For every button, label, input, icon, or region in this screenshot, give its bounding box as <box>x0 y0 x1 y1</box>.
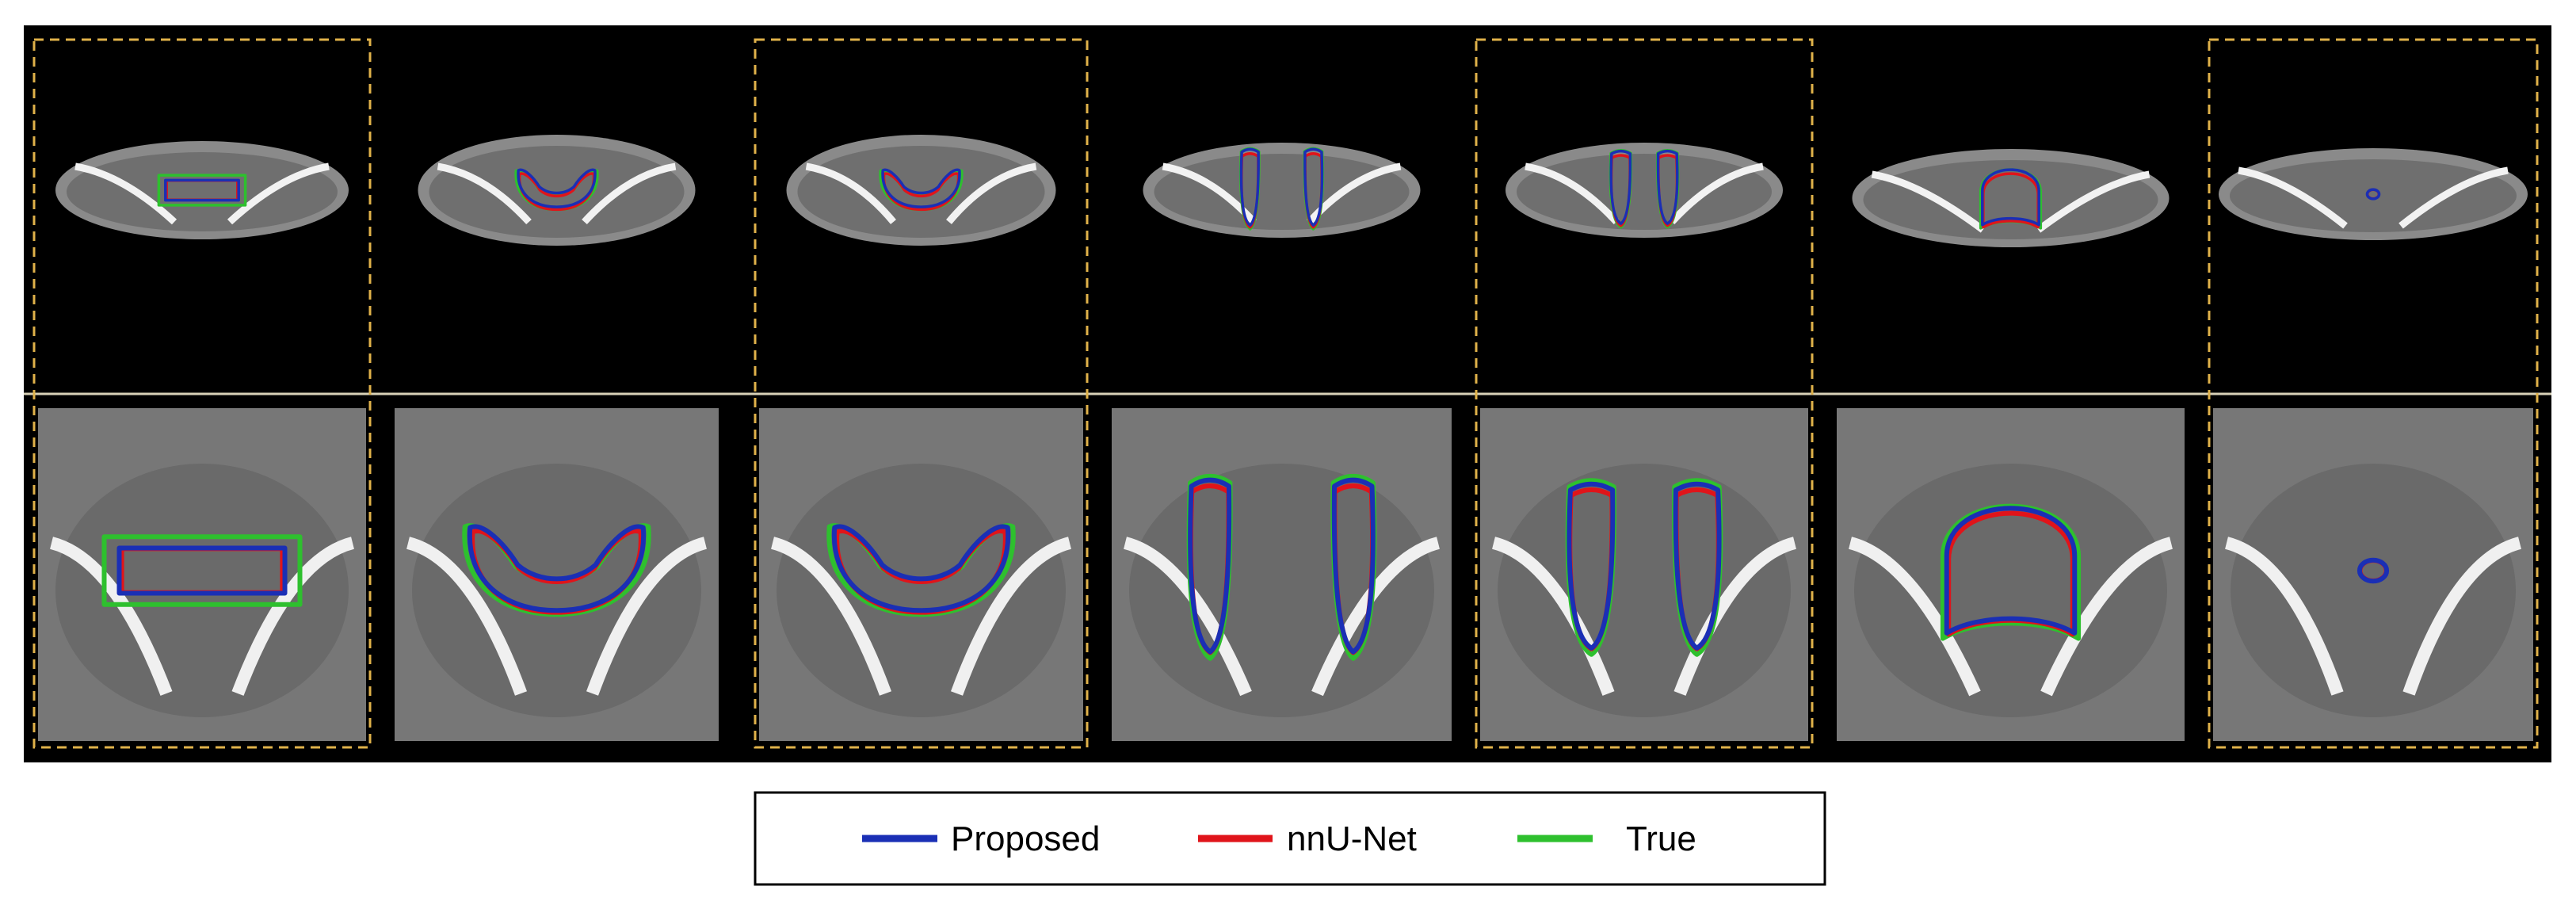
bone-right-zoom-5 <box>1673 537 1797 696</box>
legend-label-nnunet: nnU-Net <box>1287 819 1417 858</box>
ct-zoom-tissue-5 <box>1498 464 1791 717</box>
contour-proposed-top-2 <box>517 168 597 208</box>
contour-proposed-top-1 <box>164 178 240 202</box>
contour-proposed-top-4 <box>1239 147 1324 227</box>
bone-right-top-3 <box>946 162 1037 224</box>
legend-item-nnunet: nnU-Net <box>1198 819 1417 858</box>
contour-nnunet-top-3 <box>882 172 960 212</box>
contour-true-top-1 <box>157 174 247 207</box>
bone-left-zoom-6 <box>1848 537 1981 697</box>
ct-tissue-top-1 <box>67 152 338 231</box>
bone-left-top-6 <box>1871 170 1986 233</box>
ct-zoom-tissue-6 <box>1854 464 2167 717</box>
contour-proposed-top-3 <box>881 168 961 208</box>
ct-tissue-top-6 <box>1863 160 2158 239</box>
bone-right-zoom-3 <box>950 537 1072 696</box>
ct-zoom-tissue-7 <box>2231 464 2516 717</box>
contour-nnunet-top-2 <box>517 172 596 212</box>
bone-right-zoom-6 <box>2040 537 2173 697</box>
bone-right-top-1 <box>227 162 330 225</box>
bone-right-zoom-2 <box>586 537 708 696</box>
ct-tissue-top-5 <box>1517 154 1772 230</box>
contour-proposed-zoom-2 <box>467 524 647 613</box>
bone-left-zoom-1 <box>49 537 173 696</box>
bone-left-zoom-3 <box>770 537 892 696</box>
bone-right-top-2 <box>582 162 677 225</box>
contour-proposed-zoom-7 <box>2357 557 2390 584</box>
bone-left-zoom-2 <box>406 537 528 696</box>
ct-zoom-tissue-2 <box>412 464 701 717</box>
contour-proposed-zoom-5 <box>1567 481 1722 651</box>
legend-item-proposed: Proposed <box>862 819 1100 858</box>
bone-right-top-6 <box>2036 170 2150 233</box>
bone-right-zoom-1 <box>231 537 355 696</box>
bone-left-top-7 <box>2238 166 2348 229</box>
contour-proposed-zoom-3 <box>831 524 1011 613</box>
bone-left-top-1 <box>74 162 177 225</box>
contour-true-zoom-1 <box>101 534 303 607</box>
legend-item-true: True <box>1517 819 1696 858</box>
highlight-box-column-5 <box>1475 38 1814 749</box>
bone-right-top-7 <box>2399 166 2509 229</box>
contour-proposed-zoom-1 <box>116 545 288 596</box>
bone-left-zoom-5 <box>1491 537 1615 696</box>
bone-left-top-2 <box>437 162 532 225</box>
ct-tissue-top-7 <box>2230 159 2517 232</box>
legend-label-proposed: Proposed <box>951 819 1100 858</box>
contour-true-zoom-6 <box>1940 503 2082 641</box>
contour-nnunet-top-6 <box>1982 172 2040 229</box>
contour-proposed-top-7 <box>2365 188 2381 201</box>
ct-tissue-top-4 <box>1154 154 1410 230</box>
legend-label-true: True <box>1626 819 1696 858</box>
legend: Proposed nnU-Net True <box>754 791 1826 886</box>
highlight-box-column-1 <box>32 38 372 749</box>
highlight-box-column-7 <box>2208 38 2539 749</box>
ct-zoom-tissue-3 <box>777 464 1066 717</box>
bone-right-zoom-7 <box>2402 537 2522 696</box>
bone-left-zoom-4 <box>1123 537 1252 697</box>
bone-right-zoom-4 <box>1311 537 1441 697</box>
contour-proposed-zoom-6 <box>1944 506 2078 636</box>
contour-proposed-zoom-4 <box>1188 477 1376 655</box>
bone-left-top-5 <box>1525 162 1620 225</box>
bone-left-zoom-7 <box>2224 537 2344 696</box>
bone-left-top-3 <box>805 162 896 224</box>
contour-proposed-top-6 <box>1981 168 2040 227</box>
ct-zoom-tissue-4 <box>1129 464 1434 717</box>
bone-right-top-5 <box>1669 162 1764 225</box>
contour-proposed-top-5 <box>1609 149 1679 225</box>
highlight-box-column-3 <box>754 38 1089 749</box>
